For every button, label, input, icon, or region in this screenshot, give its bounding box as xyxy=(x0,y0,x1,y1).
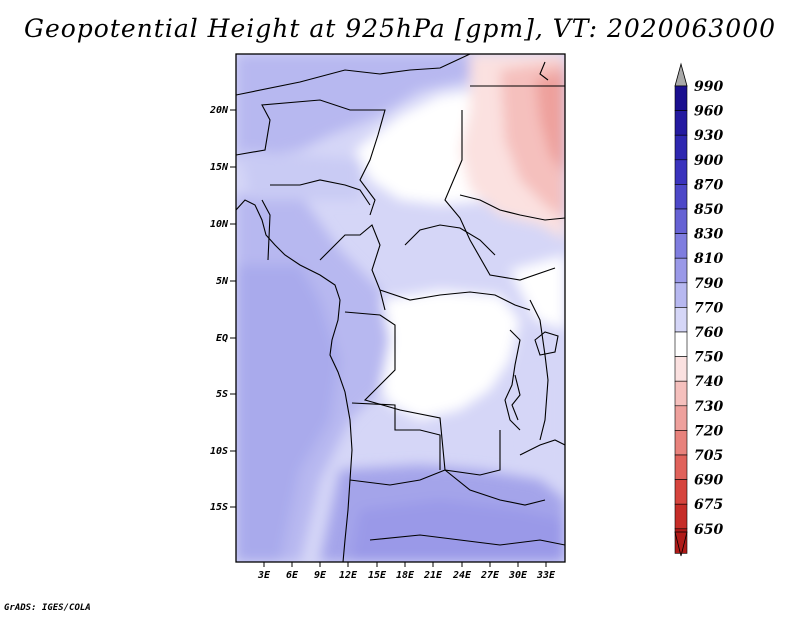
lon-tick-label: 27E xyxy=(480,570,500,581)
colorbar-bottom-arrow xyxy=(674,531,688,557)
colorbar-top-arrow xyxy=(674,62,688,87)
colorbar-labels: 990 960 930 900 870 850 830 810 790 770 760 750 740 7… xyxy=(694,79,723,538)
lon-tick-label: 21E xyxy=(423,570,443,581)
geopotential-field xyxy=(236,54,565,562)
lon-tick-label: 18E xyxy=(396,570,415,581)
colorbar-label: 850 xyxy=(694,202,723,218)
grads-credit: GrADS: IGES/COLA xyxy=(4,603,91,613)
lon-tick-label: 24E xyxy=(452,570,472,581)
latitude-axis: 20N 15N 10N 5N EQ 5S 10S 15S xyxy=(209,105,236,513)
colorbar-box xyxy=(674,257,688,284)
longitude-axis: 3E 6E 9E 12E 15E 18E 21E 24E 27E 30E 33E xyxy=(257,562,556,581)
lat-tick-label: 20N xyxy=(209,105,229,116)
colorbar-label: 870 xyxy=(694,177,723,193)
lon-tick-label: 9E xyxy=(314,570,327,581)
colorbar-label: 810 xyxy=(694,251,723,267)
colorbar-box xyxy=(674,331,688,357)
lon-tick-label: 12E xyxy=(339,570,358,581)
colorbar-label: 720 xyxy=(694,423,723,439)
lon-tick-label: 33E xyxy=(536,570,556,581)
colorbar: 990 960 930 900 870 850 830 810 790 770 760 750 740 7… xyxy=(674,62,723,557)
colorbar-box xyxy=(674,380,688,407)
colorbar-label: 750 xyxy=(694,350,723,366)
lat-tick-label: 5N xyxy=(216,276,229,287)
colorbar-label: 960 xyxy=(694,104,723,120)
lon-tick-label: 30E xyxy=(508,570,528,581)
colorbar-box xyxy=(674,85,688,111)
lat-tick-label: 5S xyxy=(216,389,228,400)
colorbar-box xyxy=(674,454,688,480)
colorbar-label: 930 xyxy=(694,128,723,144)
colorbar-label: 760 xyxy=(694,325,723,341)
colorbar-label: 675 xyxy=(694,497,723,513)
colorbar-box xyxy=(674,405,688,431)
country-boundaries xyxy=(236,54,565,562)
colorbar-label: 830 xyxy=(694,227,723,243)
colorbar-box xyxy=(674,503,688,530)
lat-tick-label: 15N xyxy=(210,162,229,173)
lat-tick-label: 10N xyxy=(210,219,229,230)
colorbar-label: 705 xyxy=(694,448,723,464)
colorbar-label: 730 xyxy=(694,399,723,415)
colorbar-box xyxy=(674,307,688,333)
colorbar-box xyxy=(674,479,688,505)
lat-tick-label: 15S xyxy=(210,502,228,513)
map-title: Geopotential Height at 925hPa [gpm], VT:… xyxy=(23,14,777,43)
colorbar-box xyxy=(674,184,688,210)
colorbar-label: 790 xyxy=(694,276,723,292)
colorbar-box xyxy=(674,110,688,136)
colorbar-label: 990 xyxy=(694,79,723,95)
colorbar-box xyxy=(674,430,688,456)
map-frame xyxy=(235,53,566,563)
colorbar-box xyxy=(674,159,688,185)
colorbar-label: 900 xyxy=(694,153,723,169)
colorbar-label: 740 xyxy=(694,374,723,390)
lat-tick-label: 10S xyxy=(210,446,228,457)
lon-tick-label: 3E xyxy=(257,570,271,581)
colorbar-box xyxy=(674,282,688,308)
lon-tick-label: 15E xyxy=(368,570,387,581)
colorbar-box xyxy=(674,356,688,382)
colorbar-boxes xyxy=(674,85,688,554)
colorbar-label: 770 xyxy=(694,300,723,316)
colorbar-label: 690 xyxy=(694,473,723,489)
colorbar-box xyxy=(674,233,688,259)
lat-tick-label: EQ xyxy=(216,333,228,344)
colorbar-label: 650 xyxy=(694,522,723,538)
colorbar-box xyxy=(674,208,688,234)
colorbar-box xyxy=(674,134,688,161)
lon-tick-label: 6E xyxy=(286,570,299,581)
